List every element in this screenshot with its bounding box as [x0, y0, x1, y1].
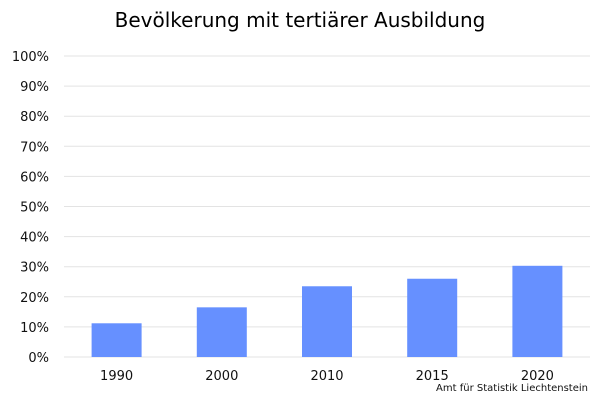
bar-2010	[302, 286, 352, 357]
y-tick-label: 50%	[20, 201, 49, 216]
bar-2015	[407, 278, 458, 357]
y-tick-label: 20%	[20, 291, 49, 306]
y-tick-label: 30%	[20, 261, 49, 276]
y-tick-label: 90%	[20, 80, 49, 95]
bar-1990	[91, 323, 142, 357]
y-tick-label: 80%	[20, 110, 49, 125]
y-tick-label: 70%	[20, 140, 49, 155]
source-note: Amt für Statistik Liechtenstein	[436, 383, 588, 394]
chart-title: Bevölkerung mit tertiärer Ausbildung	[114, 8, 486, 32]
x-tick-label: 2010	[310, 369, 343, 384]
y-tick-label: 0%	[28, 351, 49, 366]
bars	[91, 265, 563, 357]
y-tick-label: 10%	[20, 321, 49, 336]
x-tick-label: 1990	[100, 369, 133, 384]
x-tick-label: 2015	[416, 369, 449, 384]
y-tick-label: 100%	[12, 50, 49, 65]
x-axis-ticks: 1990 2000 2010 2015 2020	[100, 369, 554, 384]
bar-2000	[196, 307, 247, 357]
x-tick-label: 2020	[521, 369, 554, 384]
bar-2020	[512, 265, 563, 357]
y-tick-label: 60%	[20, 170, 49, 185]
y-axis-ticks: 0% 10% 20% 30% 40% 50% 60% 70% 80% 90% 100%	[12, 50, 49, 366]
y-tick-label: 40%	[20, 231, 49, 246]
x-tick-label: 2000	[205, 369, 238, 384]
